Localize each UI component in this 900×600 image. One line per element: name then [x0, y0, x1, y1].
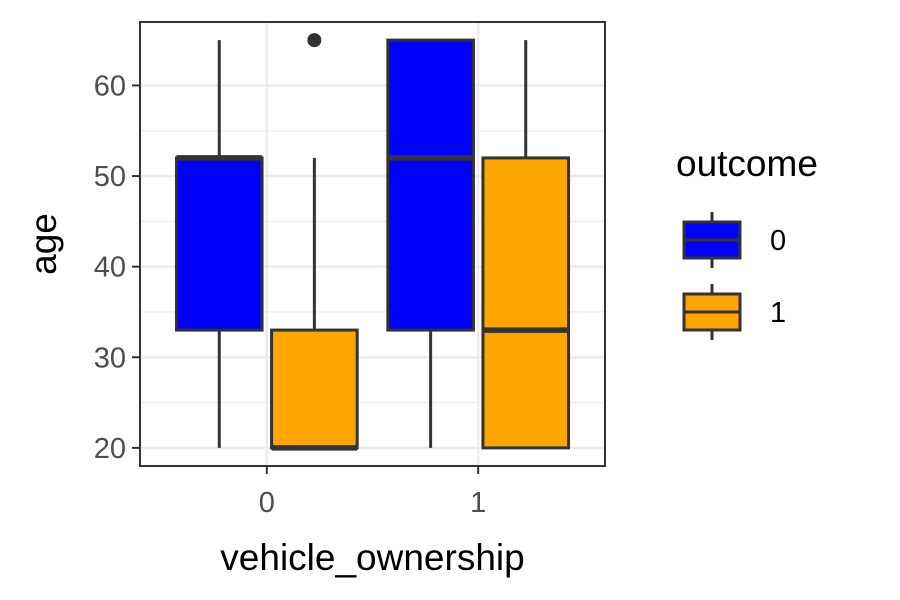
- legend-label: 1: [770, 297, 786, 329]
- legend-title: outcome: [676, 143, 818, 184]
- x-tick-label: 0: [259, 487, 275, 519]
- box-series: [174, 33, 571, 451]
- box-body: [270, 328, 359, 450]
- y-axis-title: age: [23, 213, 64, 275]
- box-group-1-cat-0: [270, 33, 359, 451]
- legend-entry-1: 1: [682, 284, 786, 340]
- y-tick-label: 30: [94, 342, 126, 374]
- outlier-point: [307, 33, 322, 48]
- x-axis-title: vehicle_ownership: [220, 537, 524, 578]
- box-group-0-cat-1: [386, 38, 475, 448]
- y-tick-label: 40: [94, 252, 126, 284]
- y-tick-label: 20: [94, 433, 126, 465]
- plot-panel: [139, 21, 606, 467]
- box-group-1-cat-1: [481, 40, 571, 450]
- y-tick-label: 60: [94, 70, 126, 102]
- x-tick-label: 1: [470, 487, 486, 519]
- box-body: [481, 156, 571, 450]
- panel-border: [139, 21, 606, 467]
- legend-entry-0: 0: [682, 212, 786, 268]
- y-axis: 20 30 40 50 60: [94, 70, 140, 465]
- box-group-0-cat-0: [174, 40, 264, 448]
- legend-label: 0: [770, 225, 786, 257]
- box-body: [174, 156, 264, 332]
- y-tick-label: 50: [94, 161, 126, 193]
- box-body: [386, 38, 475, 332]
- legend: outcome 0 1: [676, 143, 818, 340]
